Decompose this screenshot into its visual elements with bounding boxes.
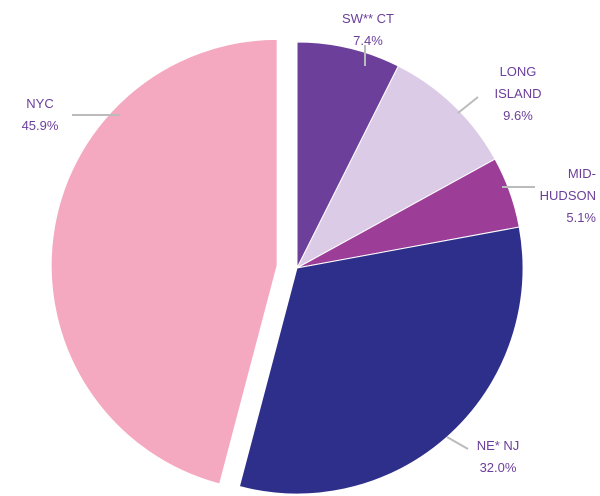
- slice-value: 5.1%: [566, 210, 596, 225]
- slice-name: SW** CT: [342, 11, 394, 26]
- slice-label: SW** CT 7.4%: [330, 8, 406, 52]
- leader-line: [446, 436, 469, 450]
- slice-value: 32.0%: [479, 460, 517, 475]
- leader-line: [457, 96, 479, 114]
- slice-label: MID-HUDSON 5.1%: [530, 163, 596, 229]
- slice-value: 7.4%: [353, 33, 383, 48]
- pie-slice: [295, 65, 496, 270]
- slice-value: 9.6%: [503, 108, 533, 123]
- slice-name: NE* NJ: [476, 438, 520, 453]
- pie-slice: [238, 226, 524, 495]
- slice-name: MID-HUDSON: [539, 166, 596, 203]
- slice-value: 45.9%: [21, 118, 59, 133]
- slice-name: LONG ISLAND: [494, 64, 542, 101]
- slice-name: NYC: [26, 96, 54, 111]
- slice-label: NE* NJ 32.0%: [458, 435, 538, 479]
- slice-label: NYC 45.9%: [0, 93, 80, 137]
- pie-slice: [296, 41, 400, 269]
- pie-slice: [50, 38, 278, 485]
- slice-label: LONG ISLAND 9.6%: [478, 61, 558, 127]
